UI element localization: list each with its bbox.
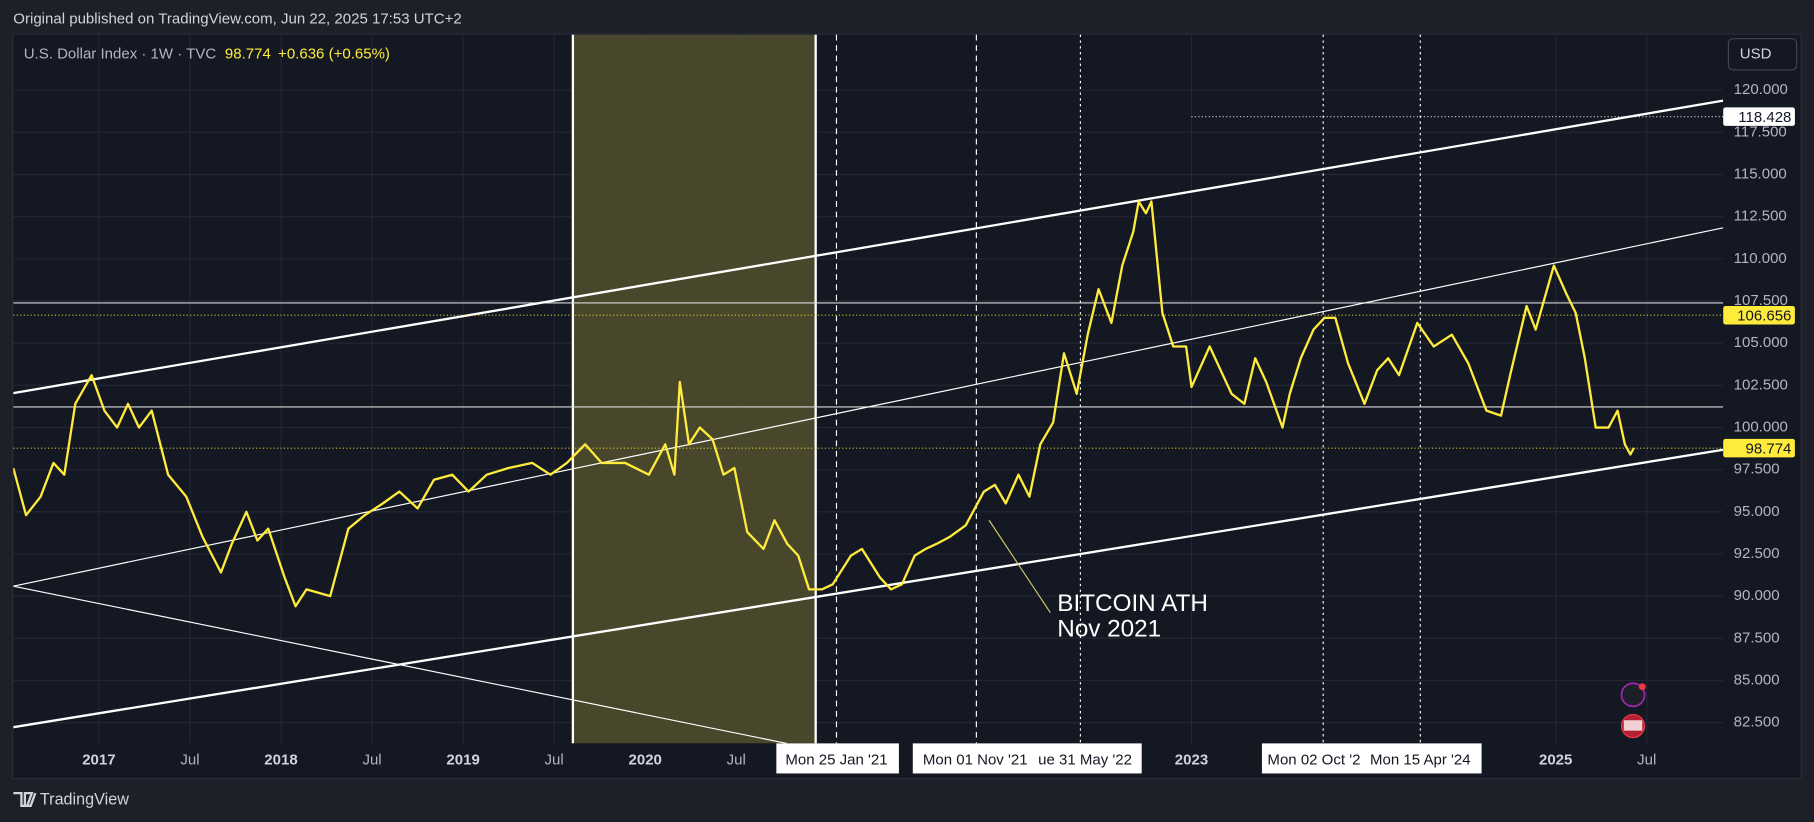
x-tick-label: Jul (545, 752, 564, 769)
y-tick-label: 97.500 (1734, 461, 1780, 478)
channel-mid (13, 227, 1724, 587)
x-tick-label: 2020 (628, 752, 661, 769)
price-label-box (1723, 107, 1795, 126)
y-tick-label: 92.500 (1734, 545, 1780, 562)
time-label-box (1261, 743, 1482, 774)
price-label: 98.774 (1745, 440, 1791, 457)
x-tick-label: Jul (1637, 752, 1656, 769)
highlight-zone (572, 34, 816, 744)
legend-last: 98.774 (225, 45, 271, 62)
price-label-box (1723, 305, 1795, 325)
y-tick-label: 120.000 (1734, 81, 1788, 98)
annotation: Nov 2021 (1057, 615, 1161, 642)
x-tick-label: 2017 (82, 752, 115, 769)
y-tick-label: 90.000 (1734, 587, 1780, 604)
legend-symbol: U.S. Dollar Index · 1W · TVC (24, 45, 217, 62)
time-label: Mon 15 Apr '24 (1370, 752, 1471, 769)
time-label: ue 31 May '22 (1038, 752, 1132, 769)
x-tick-label: Jul (362, 752, 381, 769)
y-tick-label: 107.500 (1734, 292, 1788, 309)
y-tick-label: 115.000 (1734, 165, 1787, 182)
published-note: Original published on TradingView.com, J… (13, 11, 461, 28)
drawings (13, 34, 1724, 744)
flag-stripes (1623, 720, 1643, 731)
y-tick-label: 85.000 (1734, 671, 1780, 688)
x-tick-label: Jul (727, 752, 746, 769)
y-tick-label: 112.500 (1734, 208, 1787, 225)
price-label: 106.656 (1737, 307, 1791, 324)
annotation: BITCOIN ATH (1057, 590, 1208, 617)
annotation-arrow (988, 519, 1051, 614)
x-tick-label: 2018 (264, 752, 297, 769)
time-label: Mon 02 Oct '2 (1267, 752, 1360, 769)
y-tick-label: 100.000 (1734, 418, 1788, 435)
time-label-box (776, 743, 899, 774)
legend-change: +0.636 (+0.65%) (278, 45, 390, 62)
y-tick-label: 102.500 (1734, 376, 1788, 393)
currency-label[interactable]: USD (1740, 45, 1772, 62)
time-label: Mon 01 Nov '21 (923, 752, 1028, 769)
y-tick-label: 105.000 (1734, 334, 1788, 351)
y-tick-label: 87.500 (1734, 629, 1780, 646)
brand-name: TradingView (40, 790, 129, 808)
trend-line (13, 585, 787, 744)
brand-logo (13, 791, 37, 807)
alert-icon[interactable] (1620, 682, 1646, 708)
channel-upper (13, 99, 1724, 395)
price-label: 118.428 (1738, 109, 1791, 126)
y-tick-label: 117.500 (1734, 123, 1787, 140)
x-tick-label: Jul (180, 752, 199, 769)
x-tick-label: 2019 (446, 752, 479, 769)
price-line (13, 200, 1635, 608)
price-label-box (1723, 438, 1795, 458)
currency-button[interactable] (1727, 38, 1798, 71)
y-tick-label: 110.000 (1734, 250, 1787, 267)
channel-lower (13, 448, 1724, 729)
alert-dot (1638, 683, 1646, 691)
x-tick-label: 2023 (1175, 752, 1208, 769)
y-tick-label: 82.500 (1734, 714, 1780, 731)
time-label-box (912, 743, 1142, 774)
x-tick-label: 2025 (1539, 752, 1572, 769)
time-label: Mon 25 Jan '21 (785, 752, 887, 769)
y-tick-label: 95.000 (1734, 503, 1780, 520)
